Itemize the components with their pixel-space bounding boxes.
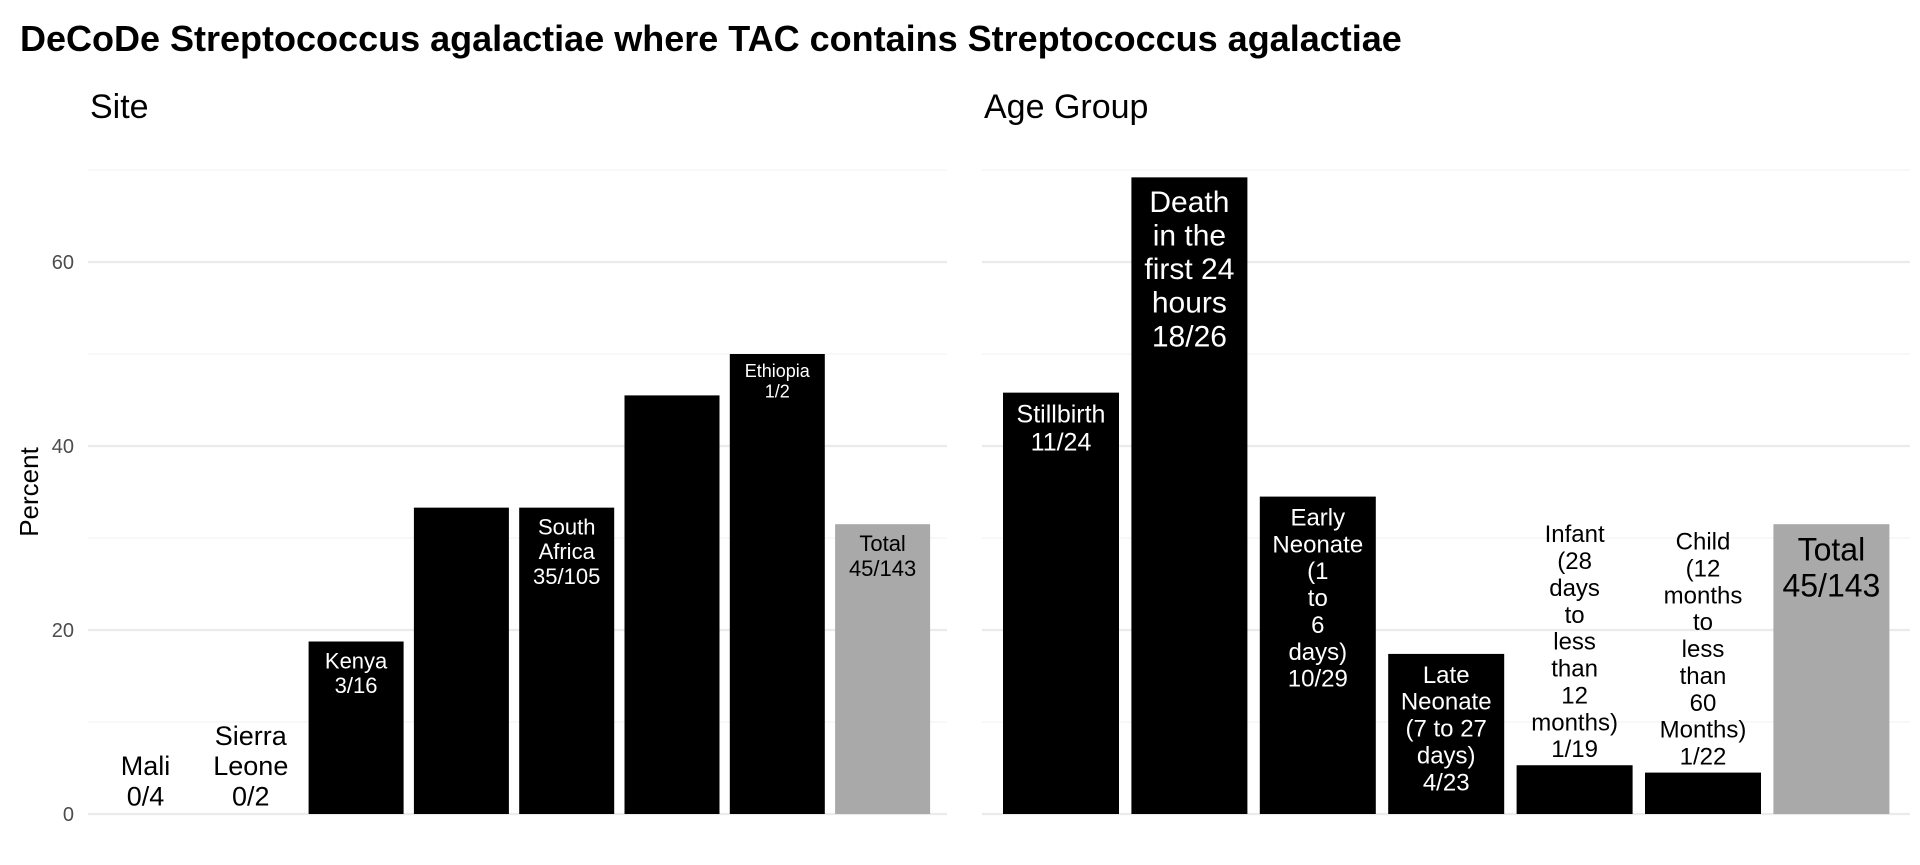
bar-label: 6 [1311, 612, 1324, 639]
bar [1259, 496, 1376, 814]
bar [835, 524, 931, 814]
bar-label: than [1680, 663, 1727, 690]
bar [1773, 524, 1890, 814]
bar [1131, 177, 1248, 815]
bar-label: Mali [121, 751, 171, 781]
bar [624, 395, 720, 814]
bar-label: Africa [539, 539, 596, 564]
bar-label: 3/16 [335, 673, 378, 698]
bar-label: days [1549, 575, 1600, 602]
bar-label: (12 [1686, 555, 1721, 582]
bar-label: 45/143 [849, 556, 916, 581]
bar-label: than [1551, 656, 1598, 683]
bar-label: Sierra [215, 721, 288, 751]
bar-label: days) [1417, 742, 1476, 769]
bar [413, 507, 509, 814]
bar-label: Neonate [1401, 689, 1492, 716]
facet-title: Age Group [984, 88, 1148, 126]
bar-label: Kenya [325, 648, 388, 673]
bar-label: 35/105 [533, 564, 600, 589]
bar-label: 10/29 [1288, 666, 1348, 693]
bar [308, 641, 404, 814]
bar [729, 354, 825, 814]
bar-label: (7 to 27 [1406, 716, 1487, 743]
bar-label: 0/2 [232, 781, 270, 811]
bar-label: Late [1423, 662, 1470, 689]
bar-label: Ethiopia [745, 361, 811, 381]
bar-label: in the [1153, 220, 1226, 253]
bar-label: 4/23 [1423, 769, 1470, 796]
y-tick-label: 40 [52, 436, 74, 458]
facet-title: Site [90, 88, 149, 126]
bar-label: 0/4 [127, 781, 165, 811]
bar-label: Total [1798, 532, 1866, 568]
bar-label: months [1664, 582, 1743, 609]
bar-label: Total [859, 531, 905, 556]
y-tick-label: 0 [63, 804, 74, 826]
bar-label: less [1682, 636, 1725, 663]
bar-label: 1/19 [1551, 736, 1598, 763]
bar-label: 12 [1561, 682, 1588, 709]
bar-label: 18/26 [1152, 320, 1227, 353]
chart-title: DeCoDe Streptococcus agalactiae where TA… [20, 18, 1402, 59]
bar-label: 45/143 [1782, 568, 1880, 604]
y-tick-label: 60 [52, 252, 74, 274]
bar-label: Leone [213, 751, 288, 781]
bar-label: Months) [1660, 717, 1747, 744]
bar-label: to [1565, 602, 1585, 629]
bar-label: (1 [1307, 558, 1328, 585]
bar-label: 11/24 [1031, 428, 1092, 456]
bar [519, 507, 615, 814]
bar-label: 60 [1690, 690, 1717, 717]
bar-label: months) [1531, 709, 1618, 736]
bar [1516, 765, 1633, 814]
bar-label: Death [1149, 186, 1229, 219]
bar-label: first 24 [1144, 253, 1234, 286]
bar [1645, 772, 1761, 814]
bar-label: hours [1152, 287, 1227, 320]
bar-label: less [1553, 629, 1596, 656]
bar-label: Early [1290, 504, 1345, 531]
bar-label: Neonate [1272, 531, 1363, 558]
bar-label: 1/2 [765, 381, 790, 401]
bar-label: to [1308, 585, 1328, 612]
bar-label: to [1693, 609, 1713, 636]
y-tick-label: 20 [52, 620, 74, 642]
bar-label: (28 [1557, 548, 1592, 575]
y-axis-label: Percent [14, 446, 44, 536]
y-axis: Percent 0 20 40 60 [14, 252, 74, 826]
bar-label: days) [1288, 639, 1347, 666]
bar-label: 1/22 [1680, 744, 1727, 771]
bar-label: South [538, 515, 596, 540]
bar-label: Infant [1545, 521, 1605, 548]
bar [1388, 653, 1505, 814]
bar [1003, 392, 1119, 814]
bar-label: Stillbirth [1017, 400, 1106, 428]
bar-label: Child [1676, 529, 1731, 556]
